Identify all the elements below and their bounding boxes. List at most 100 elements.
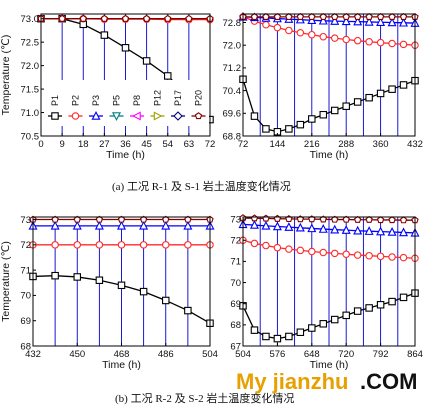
- series-P20: [37, 14, 214, 22]
- point-P3: [341, 16, 351, 26]
- point-P3: [353, 16, 363, 26]
- y-tick-label: 68: [230, 320, 241, 331]
- plot-frame: [242, 13, 416, 137]
- x-axis-label: Time (h): [310, 149, 349, 161]
- legend-marker: [153, 111, 163, 121]
- point-P1: [308, 324, 316, 332]
- point-P3: [318, 224, 328, 233]
- legend-marker: [51, 112, 59, 120]
- caption-b: (b) 工况 R-2 及 S-2 岩土温度变化情况: [115, 391, 294, 405]
- point-P3: [376, 17, 386, 26]
- point-P2: [273, 23, 282, 32]
- y-tick-label: 73: [230, 214, 241, 225]
- point-P2: [162, 241, 170, 249]
- x-axis: 432 450 468 486 504 Time (h): [25, 343, 218, 371]
- y-tick-label: 72.0: [21, 61, 40, 72]
- point-P3: [307, 223, 317, 233]
- y-tick-label: 71: [20, 265, 31, 276]
- legend-label: P17: [173, 90, 183, 106]
- point-P20: [308, 12, 316, 20]
- point-P20: [117, 215, 126, 223]
- point-P2: [117, 241, 126, 249]
- series-line-P3: [242, 223, 416, 234]
- point-P1: [388, 85, 396, 93]
- point-P2: [51, 241, 59, 249]
- point-P20: [185, 14, 193, 22]
- legend-label: P3: [91, 95, 101, 106]
- point-P2: [139, 241, 148, 249]
- point-P20: [139, 215, 148, 223]
- point-P1: [262, 125, 270, 133]
- point-P20: [79, 14, 87, 22]
- point-P20: [273, 214, 282, 222]
- point-P1: [273, 334, 282, 343]
- point-P2: [399, 40, 408, 49]
- point-P2: [95, 241, 104, 249]
- x-tick-label: 144: [269, 139, 285, 150]
- point-P20: [51, 215, 59, 223]
- point-P20: [353, 215, 362, 223]
- y-tick-label: 72.0: [223, 41, 242, 52]
- point-P1: [365, 93, 373, 102]
- point-P20: [262, 12, 270, 20]
- point-P1: [296, 120, 305, 129]
- point-P3: [341, 225, 351, 234]
- point-P3: [330, 224, 340, 234]
- point-P1: [142, 57, 151, 65]
- point-P20: [250, 12, 259, 20]
- legend-marker: [111, 112, 122, 122]
- series-line-P2: [242, 16, 416, 46]
- chart-b-left: 432 450 468 486 504 Time (h) 68 69 70 71 72 73 Tempe…: [0, 215, 218, 371]
- x-tick-label: 468: [114, 349, 130, 360]
- point-P2: [353, 36, 362, 45]
- series-P3: [28, 220, 215, 230]
- gridlines: [54, 217, 189, 346]
- point-P2: [250, 239, 259, 248]
- point-P20: [319, 215, 327, 223]
- point-P3: [161, 220, 171, 230]
- y-axis: 68 69 70 71 72 73 Temperature (℃): [0, 215, 36, 352]
- point-P20: [262, 214, 270, 222]
- point-P20: [142, 14, 151, 22]
- point-P3: [387, 227, 397, 236]
- legend-item: P17: [171, 90, 185, 121]
- point-P2: [296, 28, 305, 37]
- point-P1: [73, 273, 82, 281]
- point-P20: [342, 12, 350, 20]
- y-tick-label: 71.5: [21, 84, 40, 95]
- point-P1: [353, 307, 362, 315]
- point-P20: [399, 216, 408, 224]
- legend-box: [45, 80, 209, 126]
- point-P20: [388, 216, 396, 224]
- point-P2: [376, 38, 385, 47]
- point-P20: [376, 216, 385, 224]
- point-P1: [95, 276, 104, 284]
- point-P3: [183, 220, 193, 230]
- point-P20: [376, 12, 385, 20]
- y-tick-label: 70.5: [21, 131, 40, 142]
- point-P2: [342, 250, 350, 258]
- y-tick-label: 70.4: [223, 86, 242, 97]
- point-P1: [330, 315, 339, 324]
- point-P20: [162, 215, 170, 223]
- x-axis-label: Time (h): [106, 149, 145, 161]
- point-P1: [376, 89, 385, 98]
- legend-marker: [131, 111, 141, 121]
- series-P20: [239, 12, 419, 20]
- point-P2: [353, 251, 362, 259]
- legend-item: P3: [89, 95, 103, 120]
- point-P2: [376, 252, 385, 261]
- legend-item: P2: [68, 95, 83, 120]
- chart-a-left: 0 9 18 27 36 45 54 63 72 Time (h) 70.5 71.0 71.5 72.0…: [0, 13, 215, 161]
- x-axis: 0 9 18 27 36 45 54 63 72 Time (h): [38, 133, 215, 161]
- x-tick-label: 648: [304, 349, 320, 360]
- point-P1: [330, 106, 339, 115]
- x-tick-label: 63: [184, 139, 195, 150]
- point-P20: [399, 12, 408, 20]
- legend-label: P5: [112, 95, 122, 106]
- y-tick-label: 69: [230, 299, 241, 310]
- plot-frame: [242, 216, 416, 347]
- point-P1: [342, 102, 350, 110]
- point-P2: [319, 32, 328, 41]
